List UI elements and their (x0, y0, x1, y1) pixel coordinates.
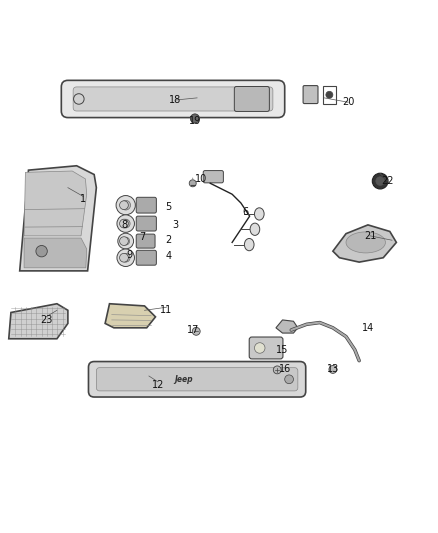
FancyBboxPatch shape (136, 251, 156, 265)
Circle shape (36, 246, 47, 257)
Circle shape (116, 196, 135, 215)
Ellipse shape (254, 208, 264, 220)
FancyBboxPatch shape (303, 86, 318, 103)
Text: 3: 3 (172, 220, 178, 230)
Ellipse shape (244, 238, 254, 251)
FancyBboxPatch shape (203, 171, 223, 183)
Circle shape (273, 366, 281, 374)
FancyBboxPatch shape (61, 80, 285, 118)
Circle shape (120, 237, 128, 246)
Text: 2: 2 (166, 235, 172, 245)
Text: Jeep: Jeep (175, 375, 193, 384)
Text: 22: 22 (381, 176, 394, 186)
Circle shape (122, 237, 130, 245)
Circle shape (376, 177, 385, 185)
Text: 20: 20 (342, 97, 354, 107)
Text: 8: 8 (122, 220, 128, 230)
Polygon shape (276, 320, 298, 333)
Circle shape (329, 366, 337, 374)
Ellipse shape (346, 232, 385, 253)
FancyBboxPatch shape (136, 197, 156, 213)
Text: 18: 18 (169, 95, 181, 105)
FancyBboxPatch shape (96, 368, 298, 391)
Polygon shape (24, 171, 87, 236)
Text: 7: 7 (139, 232, 145, 242)
Text: 23: 23 (40, 315, 52, 325)
FancyBboxPatch shape (88, 361, 306, 397)
Text: 16: 16 (279, 365, 291, 374)
Circle shape (118, 233, 134, 249)
Text: 17: 17 (187, 325, 199, 335)
FancyBboxPatch shape (136, 216, 156, 231)
FancyBboxPatch shape (136, 234, 155, 248)
Circle shape (372, 173, 388, 189)
Text: 4: 4 (166, 251, 172, 261)
Circle shape (192, 327, 200, 335)
Circle shape (120, 219, 128, 228)
Circle shape (191, 114, 199, 123)
Circle shape (121, 219, 130, 228)
Circle shape (326, 91, 333, 98)
Circle shape (121, 200, 131, 210)
Circle shape (189, 180, 196, 187)
Text: 15: 15 (276, 345, 289, 355)
Text: 10: 10 (195, 174, 208, 184)
Circle shape (285, 375, 293, 384)
Text: 12: 12 (152, 379, 164, 390)
Circle shape (254, 343, 265, 353)
FancyBboxPatch shape (73, 87, 273, 111)
Text: 11: 11 (160, 305, 173, 316)
Circle shape (121, 253, 130, 262)
Polygon shape (24, 238, 87, 268)
Polygon shape (9, 304, 68, 339)
Circle shape (120, 253, 128, 262)
Text: 5: 5 (166, 203, 172, 212)
Circle shape (117, 215, 134, 232)
Text: 6: 6 (242, 207, 248, 217)
FancyBboxPatch shape (234, 86, 269, 111)
FancyBboxPatch shape (249, 337, 283, 359)
Text: 9: 9 (126, 249, 132, 260)
Text: 13: 13 (327, 365, 339, 374)
Circle shape (117, 249, 134, 266)
Ellipse shape (250, 223, 260, 236)
Polygon shape (20, 166, 96, 271)
Text: 1: 1 (80, 193, 86, 204)
Text: 19: 19 (189, 116, 201, 126)
Text: 21: 21 (364, 231, 376, 241)
Polygon shape (333, 225, 396, 262)
Text: 14: 14 (362, 323, 374, 333)
Circle shape (120, 201, 128, 209)
Polygon shape (105, 304, 155, 328)
